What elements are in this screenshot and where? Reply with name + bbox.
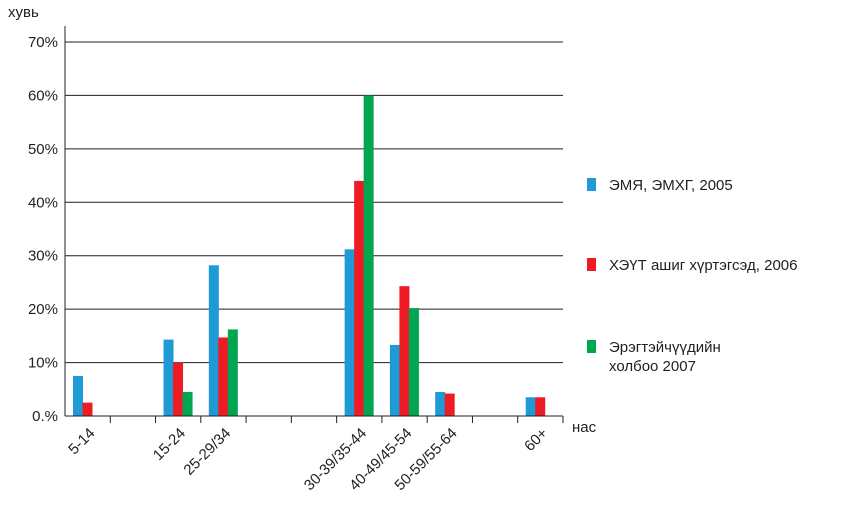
y-tick-label: 40% <box>28 194 58 211</box>
bar-2 <box>444 393 455 416</box>
y-tick-label: 50% <box>28 141 58 158</box>
legend-label: холбоо 2007 <box>609 358 696 375</box>
y-tick-label: 20% <box>28 301 58 318</box>
y-tick-label: 0.% <box>32 408 58 425</box>
bar-2 <box>399 286 410 416</box>
bar-2 <box>354 180 365 416</box>
legend-label: Эрэгтэйчүүдийн <box>609 339 721 356</box>
x-tick-label: 5-14 <box>65 425 98 458</box>
bar-2 <box>218 337 229 416</box>
x-tick-label: 25-29/34 <box>180 425 234 479</box>
bar-3 <box>182 391 193 416</box>
grid-layer <box>65 41 563 364</box>
y-tick-label: 70% <box>28 34 58 51</box>
bar-3 <box>408 308 419 416</box>
bar-1 <box>163 339 174 416</box>
y-tick-label: 10% <box>28 355 58 372</box>
legend-label: ХЭҮТ ашиг хүртэгсэд, 2006 <box>609 257 797 274</box>
legend-swatch-2 <box>587 258 596 271</box>
bar-1 <box>435 391 446 416</box>
bar-2 <box>82 402 93 416</box>
y-tick-label: 60% <box>28 87 58 104</box>
legend-label: ЭМЯ, ЭМХГ, 2005 <box>609 177 733 194</box>
bar-3 <box>227 329 238 416</box>
legend-swatch-1 <box>587 178 596 191</box>
bar-3 <box>363 95 374 416</box>
x-tick-label: 60+ <box>521 425 551 455</box>
legend: ЭМЯ, ЭМХГ, 2005 ХЭҮТ ашиг хүртэгсэд, 2006… <box>587 177 797 375</box>
bar-2 <box>173 362 184 416</box>
x-tick-label: 15-24 <box>150 425 189 464</box>
bar-2 <box>535 397 546 416</box>
axis-layer: 0.% 10% 20% 30% 40% 50% 60% 70% 5-14 15-2425-29/3… <box>28 26 564 494</box>
legend-swatch-3 <box>587 340 596 353</box>
bar-1 <box>389 344 400 416</box>
bar-1 <box>525 397 536 416</box>
y-tick-label: 30% <box>28 248 58 265</box>
x-axis-title: нас <box>572 419 597 436</box>
bar-1 <box>208 265 219 416</box>
y-axis-title: хувь <box>8 4 39 21</box>
bar-1 <box>73 375 83 416</box>
bar-1 <box>344 249 355 416</box>
bar-layer <box>73 95 546 416</box>
